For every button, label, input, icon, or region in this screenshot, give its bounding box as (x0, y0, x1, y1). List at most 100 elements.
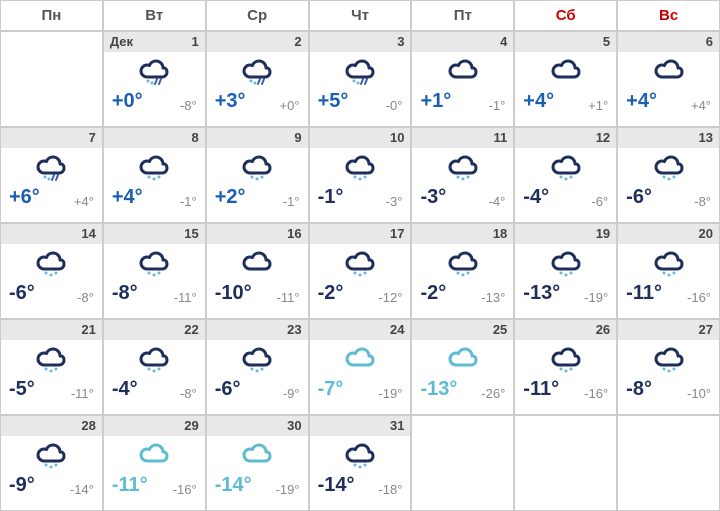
temp-day: +0° (112, 90, 143, 113)
date-number: 21 (81, 322, 95, 337)
weather-cloud-snow-icon (104, 148, 205, 186)
date-bar: 28 (1, 416, 102, 436)
day-cell[interactable]: 15 -8°-11° (103, 223, 206, 319)
date-number: 9 (294, 130, 301, 145)
date-number: 30 (287, 418, 301, 433)
day-cell[interactable]: 9 +2° -1° (206, 127, 309, 223)
day-cell[interactable]: 27-8°-10° (617, 319, 720, 415)
date-bar: 27 (618, 320, 719, 340)
day-cell[interactable]: 5+4°+1° (514, 31, 617, 127)
temps: -8°-11° (104, 282, 205, 309)
day-cell[interactable]: 3 +5°-0° (309, 31, 412, 127)
day-cell[interactable]: 29-11°-16° (103, 415, 206, 511)
day-cell[interactable]: 16-10°-11° (206, 223, 309, 319)
temp-night: -4° (489, 194, 506, 209)
weather-cloud-snow-icon (1, 436, 102, 474)
temp-day: +2° (215, 186, 246, 209)
weather-cloud-snow-icon (618, 340, 719, 378)
temp-night: -6° (591, 194, 608, 209)
day-cell[interactable]: 19-13°-19° (514, 223, 617, 319)
temp-day: -2° (318, 282, 344, 305)
weekday-header: Пн (0, 0, 103, 31)
weather-cloud-rain-snow-icon (207, 52, 308, 90)
weather-cloud-snow-icon (310, 436, 411, 474)
weekday-header: Вс (617, 0, 720, 31)
temp-day: -6° (9, 282, 35, 305)
day-cell[interactable]: 11-3°-4° (411, 127, 514, 223)
date-bar: 20 (618, 224, 719, 244)
temps: +2° -1° (207, 186, 308, 213)
date-number: 22 (184, 322, 198, 337)
day-cell[interactable]: 30-14°-19° (206, 415, 309, 511)
day-cell[interactable]: 13-6°-8° (617, 127, 720, 223)
date-number: 23 (287, 322, 301, 337)
weekday-header-row: ПнВтСрЧтПтСбВс (0, 0, 720, 31)
temp-night: -26° (481, 386, 505, 401)
temps: -9° -14° (1, 474, 102, 501)
temp-day: -4° (523, 186, 549, 209)
temp-day: -4° (112, 378, 138, 401)
day-cell[interactable]: 6 +4° +4° (617, 31, 720, 127)
temp-day: +4° (626, 90, 657, 113)
temps: +1°-1° (412, 90, 513, 117)
temps: +5°-0° (310, 90, 411, 117)
day-cell[interactable]: 23-6°-9° (206, 319, 309, 415)
date-number: 25 (493, 322, 507, 337)
day-cell[interactable]: 24-7°-19° (309, 319, 412, 415)
temp-night: -14° (70, 482, 94, 497)
date-bar: 19 (515, 224, 616, 244)
week-row: 21-5°-11°22-4°-8°23-6°-9°24-7°-19°25-13°… (0, 319, 720, 415)
date-bar: 31 (310, 416, 411, 436)
date-number: 19 (596, 226, 610, 241)
date-bar: 3 (310, 32, 411, 52)
day-cell[interactable]: 12-4°-6° (514, 127, 617, 223)
day-cell[interactable]: 8+4°-1° (103, 127, 206, 223)
temp-night: -11° (174, 290, 197, 305)
temp-night: -16° (173, 482, 197, 497)
day-cell[interactable]: 2+3°+0° (206, 31, 309, 127)
date-bar: 30 (207, 416, 308, 436)
day-cell[interactable]: 17-2°-12° (309, 223, 412, 319)
day-cell[interactable]: 4+1°-1° (411, 31, 514, 127)
weather-cloud-light-icon (207, 436, 308, 474)
date-bar: 15 (104, 224, 205, 244)
day-cell[interactable]: 22-4°-8° (103, 319, 206, 415)
weather-cloud-snow-icon (207, 148, 308, 186)
day-cell[interactable]: 31-14°-18° (309, 415, 412, 511)
day-cell[interactable]: 18-2°-13° (411, 223, 514, 319)
temps: +6°+4° (1, 186, 102, 213)
temp-day: -11° (112, 474, 148, 497)
temp-day: -9° (9, 474, 35, 497)
temp-night: -1° (283, 194, 300, 209)
date-bar: 26 (515, 320, 616, 340)
weather-cloud-rain-snow-icon (104, 52, 205, 90)
temps: -6°-8° (1, 282, 102, 309)
day-cell[interactable]: 20-11°-16° (617, 223, 720, 319)
temp-night: -0° (386, 98, 403, 113)
weather-cloud-snow-icon (310, 148, 411, 186)
day-cell[interactable]: 14-6°-8° (0, 223, 103, 319)
day-cell[interactable]: 25-13°-26° (411, 319, 514, 415)
date-number: 7 (89, 130, 96, 145)
day-cell[interactable]: 7 +6°+4° (0, 127, 103, 223)
temps: -7°-19° (310, 378, 411, 405)
temp-night: -10° (687, 386, 711, 401)
day-cell[interactable]: 10-1°-3° (309, 127, 412, 223)
temp-night: -1° (180, 194, 197, 209)
temp-night: -19° (378, 386, 402, 401)
weather-cloud-icon (515, 52, 616, 90)
temps: -11° -16° (104, 474, 205, 501)
temp-night: -11° (71, 386, 94, 401)
temp-night: +1° (588, 98, 608, 113)
temp-night: -9° (283, 386, 300, 401)
day-cell[interactable]: 28 -9° -14° (0, 415, 103, 511)
temp-day: +1° (420, 90, 451, 113)
temp-night: +4° (691, 98, 711, 113)
day-cell[interactable]: 21-5°-11° (0, 319, 103, 415)
day-cell[interactable]: 26-11°-16° (514, 319, 617, 415)
date-number: 6 (706, 34, 713, 49)
date-number: 17 (390, 226, 404, 241)
date-number: 27 (699, 322, 713, 337)
weather-cloud-snow-icon (412, 148, 513, 186)
day-cell[interactable]: Дек1+0°-8° (103, 31, 206, 127)
